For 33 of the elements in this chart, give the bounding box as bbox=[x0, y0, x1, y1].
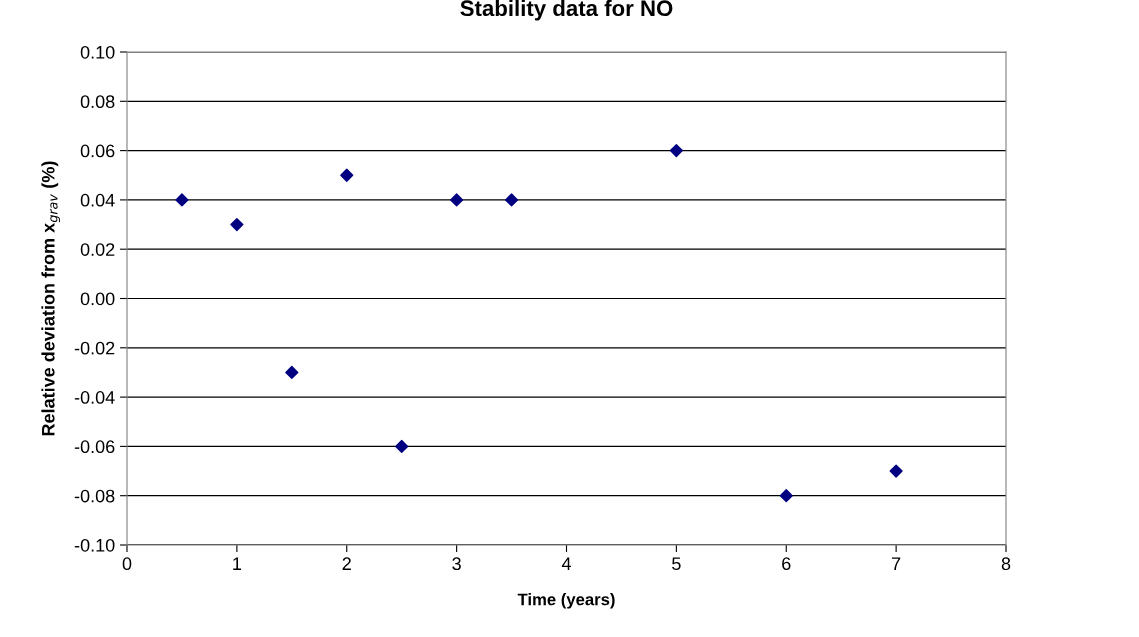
y-axis-title: Relative deviation from x$_{grav}$ (%) bbox=[41, 161, 61, 436]
y-tick-label: 0.00 bbox=[80, 292, 115, 306]
x-tick-label: 7 bbox=[892, 557, 901, 570]
y-tick-label: 0.06 bbox=[80, 144, 115, 158]
point bbox=[779, 489, 793, 503]
y-tick-label: 0.04 bbox=[80, 193, 115, 207]
x-tick-label: 4 bbox=[561, 557, 571, 570]
point bbox=[504, 193, 519, 207]
point bbox=[395, 439, 409, 453]
y-tick-label: -0.10 bbox=[74, 538, 115, 552]
point bbox=[230, 217, 244, 232]
x-tick-label: 1 bbox=[233, 557, 242, 570]
y-tick-label: -0.02 bbox=[74, 341, 115, 355]
x-tick-label: 8 bbox=[1001, 557, 1011, 571]
point bbox=[450, 193, 464, 207]
point bbox=[285, 365, 299, 380]
y-tick-label: -0.04 bbox=[74, 391, 115, 404]
point bbox=[669, 144, 683, 158]
x-tick-label: 0 bbox=[122, 557, 132, 571]
point bbox=[340, 168, 354, 182]
x-axis-title: Time (years) bbox=[517, 593, 615, 609]
x-tick-label: 5 bbox=[672, 557, 681, 571]
y-tick-label: 0.02 bbox=[80, 243, 115, 256]
chart-title: Stability data for NO bbox=[460, 0, 673, 21]
y-tick-label: -0.06 bbox=[74, 440, 115, 454]
y-tick-label: 0.10 bbox=[80, 45, 115, 59]
x-tick-label: 6 bbox=[782, 557, 791, 571]
x-tick-label: 3 bbox=[452, 557, 461, 571]
y-tick-label: 0.08 bbox=[80, 95, 115, 109]
point bbox=[889, 464, 903, 478]
y-tick-label: -0.08 bbox=[74, 489, 115, 503]
x-tick-label: 2 bbox=[342, 557, 351, 570]
point bbox=[175, 193, 189, 207]
